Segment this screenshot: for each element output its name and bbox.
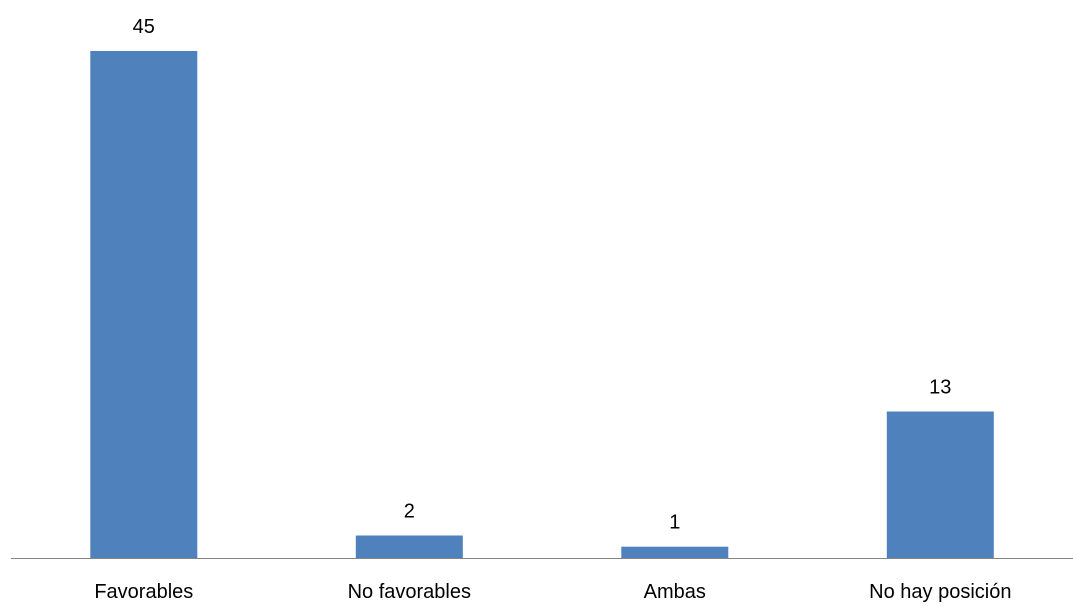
- bars-group: [90, 51, 994, 558]
- bar-value-label-0: 45: [133, 16, 155, 38]
- bar-0: [90, 51, 198, 558]
- category-label-3: No hay posición: [869, 581, 1011, 603]
- category-labels-group: Favorables No favorables Ambas No hay posic…: [94, 581, 1011, 603]
- bar-1: [355, 535, 463, 558]
- bar-value-label-3: 13: [929, 377, 951, 399]
- category-label-0: Favorables: [94, 581, 193, 603]
- bar-value-label-2: 1: [669, 512, 680, 534]
- bar-3: [886, 411, 994, 558]
- bar-2: [621, 546, 729, 558]
- value-labels-group: 45 2 1 13: [133, 16, 952, 534]
- bar-value-label-1: 2: [404, 501, 415, 523]
- category-label-1: No favorables: [348, 581, 471, 603]
- category-label-2: Ambas: [644, 581, 706, 603]
